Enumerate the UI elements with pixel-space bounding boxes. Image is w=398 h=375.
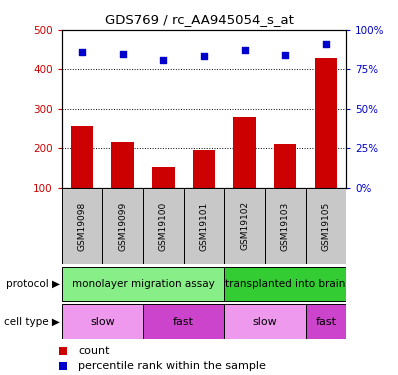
Bar — [111, 142, 134, 227]
Text: protocol ▶: protocol ▶ — [6, 279, 60, 289]
Text: count: count — [78, 346, 110, 356]
Point — [160, 57, 166, 63]
Text: GSM19100: GSM19100 — [159, 201, 168, 250]
Text: fast: fast — [173, 316, 194, 327]
Text: transplanted into brain: transplanted into brain — [225, 279, 345, 289]
Text: GSM19101: GSM19101 — [199, 201, 209, 250]
Bar — [265, 188, 306, 264]
Text: GSM19098: GSM19098 — [78, 201, 86, 250]
Bar — [306, 188, 346, 264]
Text: slow: slow — [253, 316, 277, 327]
Bar — [143, 188, 183, 264]
Point — [119, 51, 126, 57]
Text: cell type ▶: cell type ▶ — [4, 316, 60, 327]
Bar — [62, 188, 102, 264]
Text: GSM19103: GSM19103 — [281, 201, 290, 250]
Bar — [102, 188, 143, 264]
Bar — [62, 267, 224, 301]
Bar — [183, 188, 224, 264]
Point — [242, 47, 248, 53]
Point — [323, 41, 329, 47]
Bar — [62, 304, 143, 339]
Bar — [234, 117, 256, 227]
Bar — [193, 150, 215, 227]
Text: GSM19102: GSM19102 — [240, 201, 249, 250]
Bar — [224, 188, 265, 264]
Bar — [71, 126, 93, 227]
Bar — [224, 304, 306, 339]
Bar — [274, 144, 297, 227]
Bar — [315, 58, 337, 227]
Point — [60, 348, 66, 354]
Bar — [152, 167, 174, 227]
Point — [282, 52, 289, 58]
Point — [79, 50, 85, 55]
Text: GSM19105: GSM19105 — [322, 201, 330, 250]
Text: fast: fast — [316, 316, 336, 327]
Bar — [306, 304, 346, 339]
Text: slow: slow — [90, 316, 115, 327]
Point — [60, 363, 66, 369]
Text: monolayer migration assay: monolayer migration assay — [72, 279, 215, 289]
Text: GSM19099: GSM19099 — [118, 201, 127, 250]
Point — [201, 53, 207, 58]
Text: percentile rank within the sample: percentile rank within the sample — [78, 360, 266, 370]
Bar — [143, 304, 224, 339]
Text: GDS769 / rc_AA945054_s_at: GDS769 / rc_AA945054_s_at — [105, 13, 293, 26]
Bar — [224, 267, 346, 301]
